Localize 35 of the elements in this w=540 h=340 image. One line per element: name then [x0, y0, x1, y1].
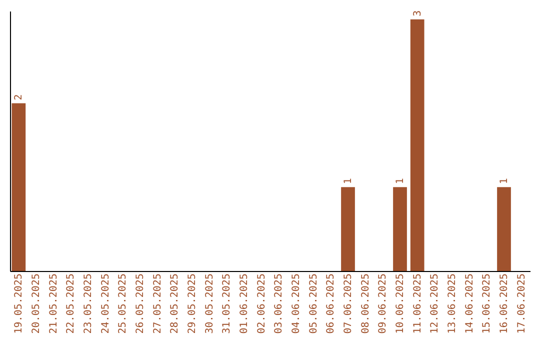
x-tick-label: 16.06.2025 [499, 274, 510, 334]
x-tick-label: 17.06.2025 [516, 274, 528, 334]
x-tick-label: 21.05.2025 [48, 274, 60, 334]
x-tick-label: 20.05.2025 [31, 274, 42, 334]
x-tick-label: 09.06.2025 [378, 274, 389, 334]
x-tick-label: 02.06.2025 [256, 274, 268, 334]
x-tick-label: 25.05.2025 [118, 274, 129, 334]
x-tick-label: 11.06.2025 [412, 274, 424, 334]
x-tick-label: 19.05.2025 [14, 274, 25, 334]
x-tick-label: 23.05.2025 [83, 274, 94, 334]
x-tick-label: 07.06.2025 [343, 274, 354, 334]
x-tick-label: 04.06.2025 [291, 274, 302, 334]
data-label: 1 [395, 178, 406, 184]
data-label: 3 [412, 10, 424, 16]
x-tick-label: 27.05.2025 [152, 274, 164, 334]
x-tick-label: 24.05.2025 [100, 274, 112, 334]
x-tick-label: 14.06.2025 [464, 274, 476, 334]
x-tick-label: 30.05.2025 [204, 274, 216, 334]
x-tick-label: 13.06.2025 [447, 274, 458, 334]
x-tick-label: 29.05.2025 [187, 274, 198, 334]
x-tick-label: 31.05.2025 [222, 274, 233, 334]
x-tick-label: 05.06.2025 [308, 274, 320, 334]
x-tick-label: 22.05.2025 [66, 274, 77, 334]
x-tick-label: 06.06.2025 [326, 274, 337, 334]
x-tick-label: 12.06.2025 [430, 274, 441, 334]
x-tick-label: 26.05.2025 [135, 274, 146, 334]
x-tick-label: 08.06.2025 [360, 274, 372, 334]
data-label: 2 [14, 94, 25, 100]
x-tick-label: 01.06.2025 [239, 274, 250, 334]
x-tick-label: 03.06.2025 [274, 274, 285, 334]
x-tick-label: 15.06.2025 [482, 274, 493, 334]
data-label: 1 [499, 178, 510, 184]
x-tick-label: 28.05.2025 [170, 274, 181, 334]
x-tick-label: 10.06.2025 [395, 274, 406, 334]
data-label: 1 [343, 178, 354, 184]
